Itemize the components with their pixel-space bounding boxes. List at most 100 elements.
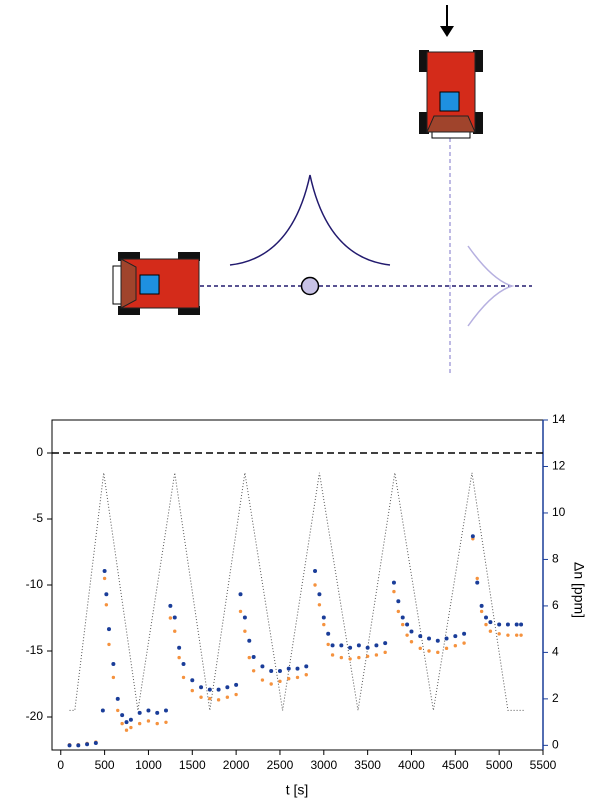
data-point xyxy=(339,655,344,660)
data-point xyxy=(93,741,98,746)
data-point xyxy=(168,616,173,620)
data-point xyxy=(168,603,173,608)
data-point xyxy=(436,650,440,655)
data-point xyxy=(339,643,344,648)
data-point xyxy=(409,640,414,644)
data-point xyxy=(67,743,72,748)
data-point xyxy=(164,720,168,724)
data-point xyxy=(243,629,247,633)
data-point xyxy=(287,677,291,681)
data-point xyxy=(435,638,440,643)
data-point xyxy=(85,742,90,747)
y-tick-label: -5 xyxy=(32,511,43,525)
x-axis-label: t [s] xyxy=(286,782,309,798)
y2-tick-label: 14 xyxy=(552,412,566,426)
x-tick-label: 0 xyxy=(57,758,64,772)
data-point xyxy=(401,622,405,627)
data-point xyxy=(317,592,322,597)
data-point xyxy=(207,687,212,692)
y-tick-label: -10 xyxy=(26,577,44,591)
data-point xyxy=(418,646,422,651)
x-tick-label: 2500 xyxy=(267,758,294,772)
data-point xyxy=(497,622,502,627)
data-point xyxy=(365,645,370,650)
data-point xyxy=(484,622,488,627)
data-point xyxy=(278,679,282,684)
data-point xyxy=(475,580,480,585)
data-point xyxy=(155,721,159,726)
y2-tick-label: 10 xyxy=(552,505,566,519)
data-point xyxy=(163,708,168,713)
data-point xyxy=(348,657,352,661)
y2-tick-label: 2 xyxy=(552,691,559,705)
rear-panel xyxy=(426,115,476,133)
arrow-head xyxy=(440,26,454,37)
data-point xyxy=(225,685,230,690)
data-point xyxy=(322,622,326,627)
y2-tick-label: 6 xyxy=(552,598,559,612)
data-point xyxy=(470,534,475,539)
data-point xyxy=(444,646,449,651)
data-point xyxy=(383,650,387,655)
wheel xyxy=(178,252,200,261)
data-point xyxy=(462,641,466,645)
data-point xyxy=(104,603,109,607)
data-point xyxy=(102,569,107,574)
x-tick-label: 5000 xyxy=(486,758,513,772)
data-point xyxy=(514,622,519,627)
sensor xyxy=(139,274,160,295)
data-point xyxy=(247,638,252,643)
data-point xyxy=(277,668,282,673)
data-point xyxy=(120,713,125,718)
data-point xyxy=(400,615,405,620)
data-point xyxy=(453,634,458,639)
data-point xyxy=(146,708,151,713)
data-point xyxy=(177,645,182,650)
data-point xyxy=(365,654,370,658)
data-point xyxy=(484,615,489,620)
data-point xyxy=(172,615,177,620)
data-point xyxy=(409,629,414,634)
x-tick-label: 2000 xyxy=(223,758,250,772)
plot-frame xyxy=(51,419,544,751)
data-point xyxy=(304,664,309,669)
data-point xyxy=(269,668,274,673)
data-point xyxy=(462,631,467,636)
data-point xyxy=(326,631,331,636)
data-point xyxy=(208,696,212,701)
data-point xyxy=(392,589,396,594)
x-tick-label: 1000 xyxy=(135,758,162,772)
data-point xyxy=(374,643,379,648)
data-point xyxy=(286,666,291,671)
data-point xyxy=(111,662,116,667)
data-point xyxy=(199,695,203,699)
data-point xyxy=(396,599,401,604)
chart: t [s] Δn [ppm] 0 500 1000 1500 2000 2500 3000 3… xyxy=(26,412,588,798)
data-point xyxy=(295,666,300,671)
data-point xyxy=(357,655,361,660)
data-point xyxy=(453,644,458,648)
data-point xyxy=(155,710,160,715)
data-point xyxy=(427,636,432,641)
wheel xyxy=(419,50,429,72)
sensor xyxy=(439,91,460,112)
data-point xyxy=(137,721,142,726)
data-point xyxy=(116,708,120,713)
data-point xyxy=(506,633,510,637)
wheel xyxy=(118,306,140,315)
data-point xyxy=(418,634,423,639)
data-point xyxy=(374,653,379,657)
wheel xyxy=(473,50,483,72)
data-point xyxy=(102,576,107,581)
data-point xyxy=(238,592,243,597)
data-point xyxy=(199,685,204,690)
data-point xyxy=(181,675,186,680)
x-tick-label: 4500 xyxy=(442,758,469,772)
y2-tick-label: 4 xyxy=(552,645,559,659)
x-tick-label: 3000 xyxy=(310,758,337,772)
data-point xyxy=(330,653,335,657)
data-point xyxy=(242,615,247,620)
target-marker xyxy=(300,276,320,296)
data-point xyxy=(304,673,308,677)
data-point xyxy=(238,609,243,614)
